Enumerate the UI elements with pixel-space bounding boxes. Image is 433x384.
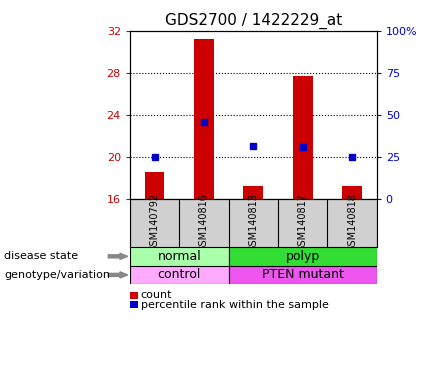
Bar [243, 186, 263, 199]
Text: genotype/variation: genotype/variation [4, 270, 110, 280]
Text: GSM140818: GSM140818 [347, 194, 357, 252]
Bar [342, 186, 362, 199]
Text: GSM140792: GSM140792 [149, 193, 160, 252]
Text: control: control [158, 268, 201, 281]
Text: polyp: polyp [285, 250, 320, 263]
Text: GSM140817: GSM140817 [297, 193, 308, 252]
Text: count: count [141, 290, 172, 300]
Bar [293, 76, 313, 199]
Bar [145, 172, 165, 199]
Bar [229, 247, 377, 266]
Bar [229, 266, 377, 284]
Text: normal: normal [157, 250, 201, 263]
Bar [130, 266, 229, 284]
Text: GSM140813: GSM140813 [248, 194, 259, 252]
Text: percentile rank within the sample: percentile rank within the sample [141, 300, 329, 310]
Title: GDS2700 / 1422229_at: GDS2700 / 1422229_at [165, 13, 342, 29]
Text: PTEN mutant: PTEN mutant [262, 268, 344, 281]
Bar [194, 39, 214, 199]
Bar [130, 247, 229, 266]
Text: disease state: disease state [4, 252, 78, 262]
Text: GSM140816: GSM140816 [199, 194, 209, 252]
